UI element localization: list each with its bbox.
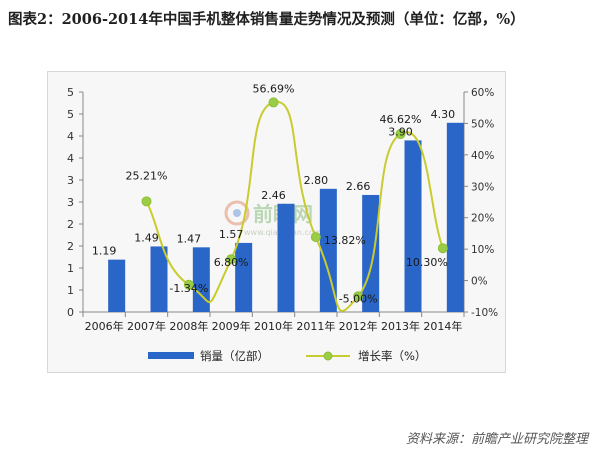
y-right-tick-label: 10% <box>471 244 494 256</box>
y-left-tick-label: 2 <box>67 240 74 253</box>
y-right-tick-label: 50% <box>471 118 494 130</box>
growth-value-label: -5.00% <box>339 292 378 305</box>
bar-value-label: 4.30 <box>431 108 456 121</box>
y-left-tick-label: 4 <box>67 130 74 143</box>
bar <box>277 203 295 312</box>
y-left-tick-label: 4 <box>67 152 74 165</box>
legend-line-marker <box>323 351 333 361</box>
x-tick-label: 2011年 <box>296 319 335 333</box>
growth-value-label: 10.30% <box>406 256 448 269</box>
x-tick-label: 2010年 <box>254 319 293 333</box>
bar <box>192 247 210 312</box>
chart-title: 图表2：2006-2014年中国手机整体销售量走势情况及预测（单位：亿部，%） <box>8 11 525 28</box>
growth-marker <box>141 196 152 207</box>
growth-marker <box>437 243 448 254</box>
x-tick-label: 2008年 <box>169 319 208 333</box>
y-right-tick-label: 30% <box>471 181 494 193</box>
bar-value-label: 3.90 <box>388 125 413 138</box>
bar-value-label: 1.47 <box>177 232 202 245</box>
bar-series <box>108 122 464 312</box>
y-right-tick-label: 0% <box>471 276 488 288</box>
y-left-tick-label: 5 <box>67 108 74 121</box>
x-tick-label: 2007年 <box>127 319 166 333</box>
line-series <box>141 97 448 312</box>
x-tick-label: 2014年 <box>423 319 462 333</box>
bar-value-label: 2.46 <box>261 189 286 202</box>
y-left-tick-label: 5 <box>67 86 74 99</box>
bar-value-label: 2.66 <box>346 180 371 193</box>
y-right-tick-label: 40% <box>471 150 494 162</box>
source-note: 资料来源：前瞻产业研究院整理 <box>405 432 588 447</box>
legend-line-label: 增长率（%） <box>358 349 426 363</box>
chart-area: 前瞻网 www.qianzhan.com 01122334455-10%0%10… <box>47 71 506 373</box>
y-left-tick-label: 2 <box>67 218 74 231</box>
x-tick-label: 2006年 <box>85 319 124 333</box>
bar-value-label: 1.57 <box>219 228 244 241</box>
x-tick-label: 2012年 <box>339 319 378 333</box>
chart-svg: 前瞻网 www.qianzhan.com 01122334455-10%0%10… <box>67 82 498 363</box>
watermark-logo-dot-icon <box>233 209 241 217</box>
growth-value-label: 56.69% <box>253 82 295 95</box>
data-labels: 1.19 1.49 1.47 1.57 2.46 2.80 2.66 3.90 4.30 25.2… <box>92 82 455 305</box>
y-left-tick-label: 1 <box>67 262 74 275</box>
bar <box>319 188 337 312</box>
y-left-tick-label: 0 <box>67 306 74 319</box>
y-right-tick-label: 20% <box>471 213 494 225</box>
growth-value-label: 13.82% <box>324 234 366 247</box>
bar <box>404 140 422 312</box>
growth-marker <box>183 279 194 290</box>
bar-value-label: 1.49 <box>134 231 159 244</box>
y-left-tick-label: 3 <box>67 174 74 187</box>
growth-marker <box>226 254 237 265</box>
y-right-tick-label: -10% <box>471 307 498 319</box>
y-right-tick-label: 60% <box>471 87 494 99</box>
watermark-logo-icon <box>224 200 250 226</box>
y-left-tick-label: 3 <box>67 196 74 209</box>
axes: 0 1 1 2 2 3 3 4 4 5 5 -10% 0% 10% 20% 30% 40% 50% 60% 2006年… <box>67 86 498 333</box>
growth-marker <box>310 232 321 243</box>
bar <box>108 259 126 312</box>
legend: 销量（亿部） 增长率（%） <box>148 349 426 363</box>
growth-line <box>145 101 444 312</box>
y-left-tick-label: 1 <box>67 284 74 297</box>
growth-marker <box>268 97 279 108</box>
growth-value-label: -1.34% <box>169 282 208 295</box>
x-tick-label: 2013年 <box>381 319 420 333</box>
growth-value-label: 25.21% <box>126 169 168 182</box>
growth-value-label: 6.80% <box>214 256 249 269</box>
growth-marker <box>353 291 364 302</box>
bar <box>446 122 464 312</box>
bar-value-label: 1.19 <box>92 245 117 258</box>
growth-marker <box>395 129 406 140</box>
bar <box>150 246 168 312</box>
legend-bar-label: 销量（亿部） <box>200 349 269 363</box>
bar <box>235 242 253 312</box>
legend-bar-swatch <box>148 352 194 359</box>
bar-value-label: 2.80 <box>304 174 329 187</box>
x-tick-label: 2009年 <box>212 319 251 333</box>
growth-value-label: 46.62% <box>380 113 422 126</box>
